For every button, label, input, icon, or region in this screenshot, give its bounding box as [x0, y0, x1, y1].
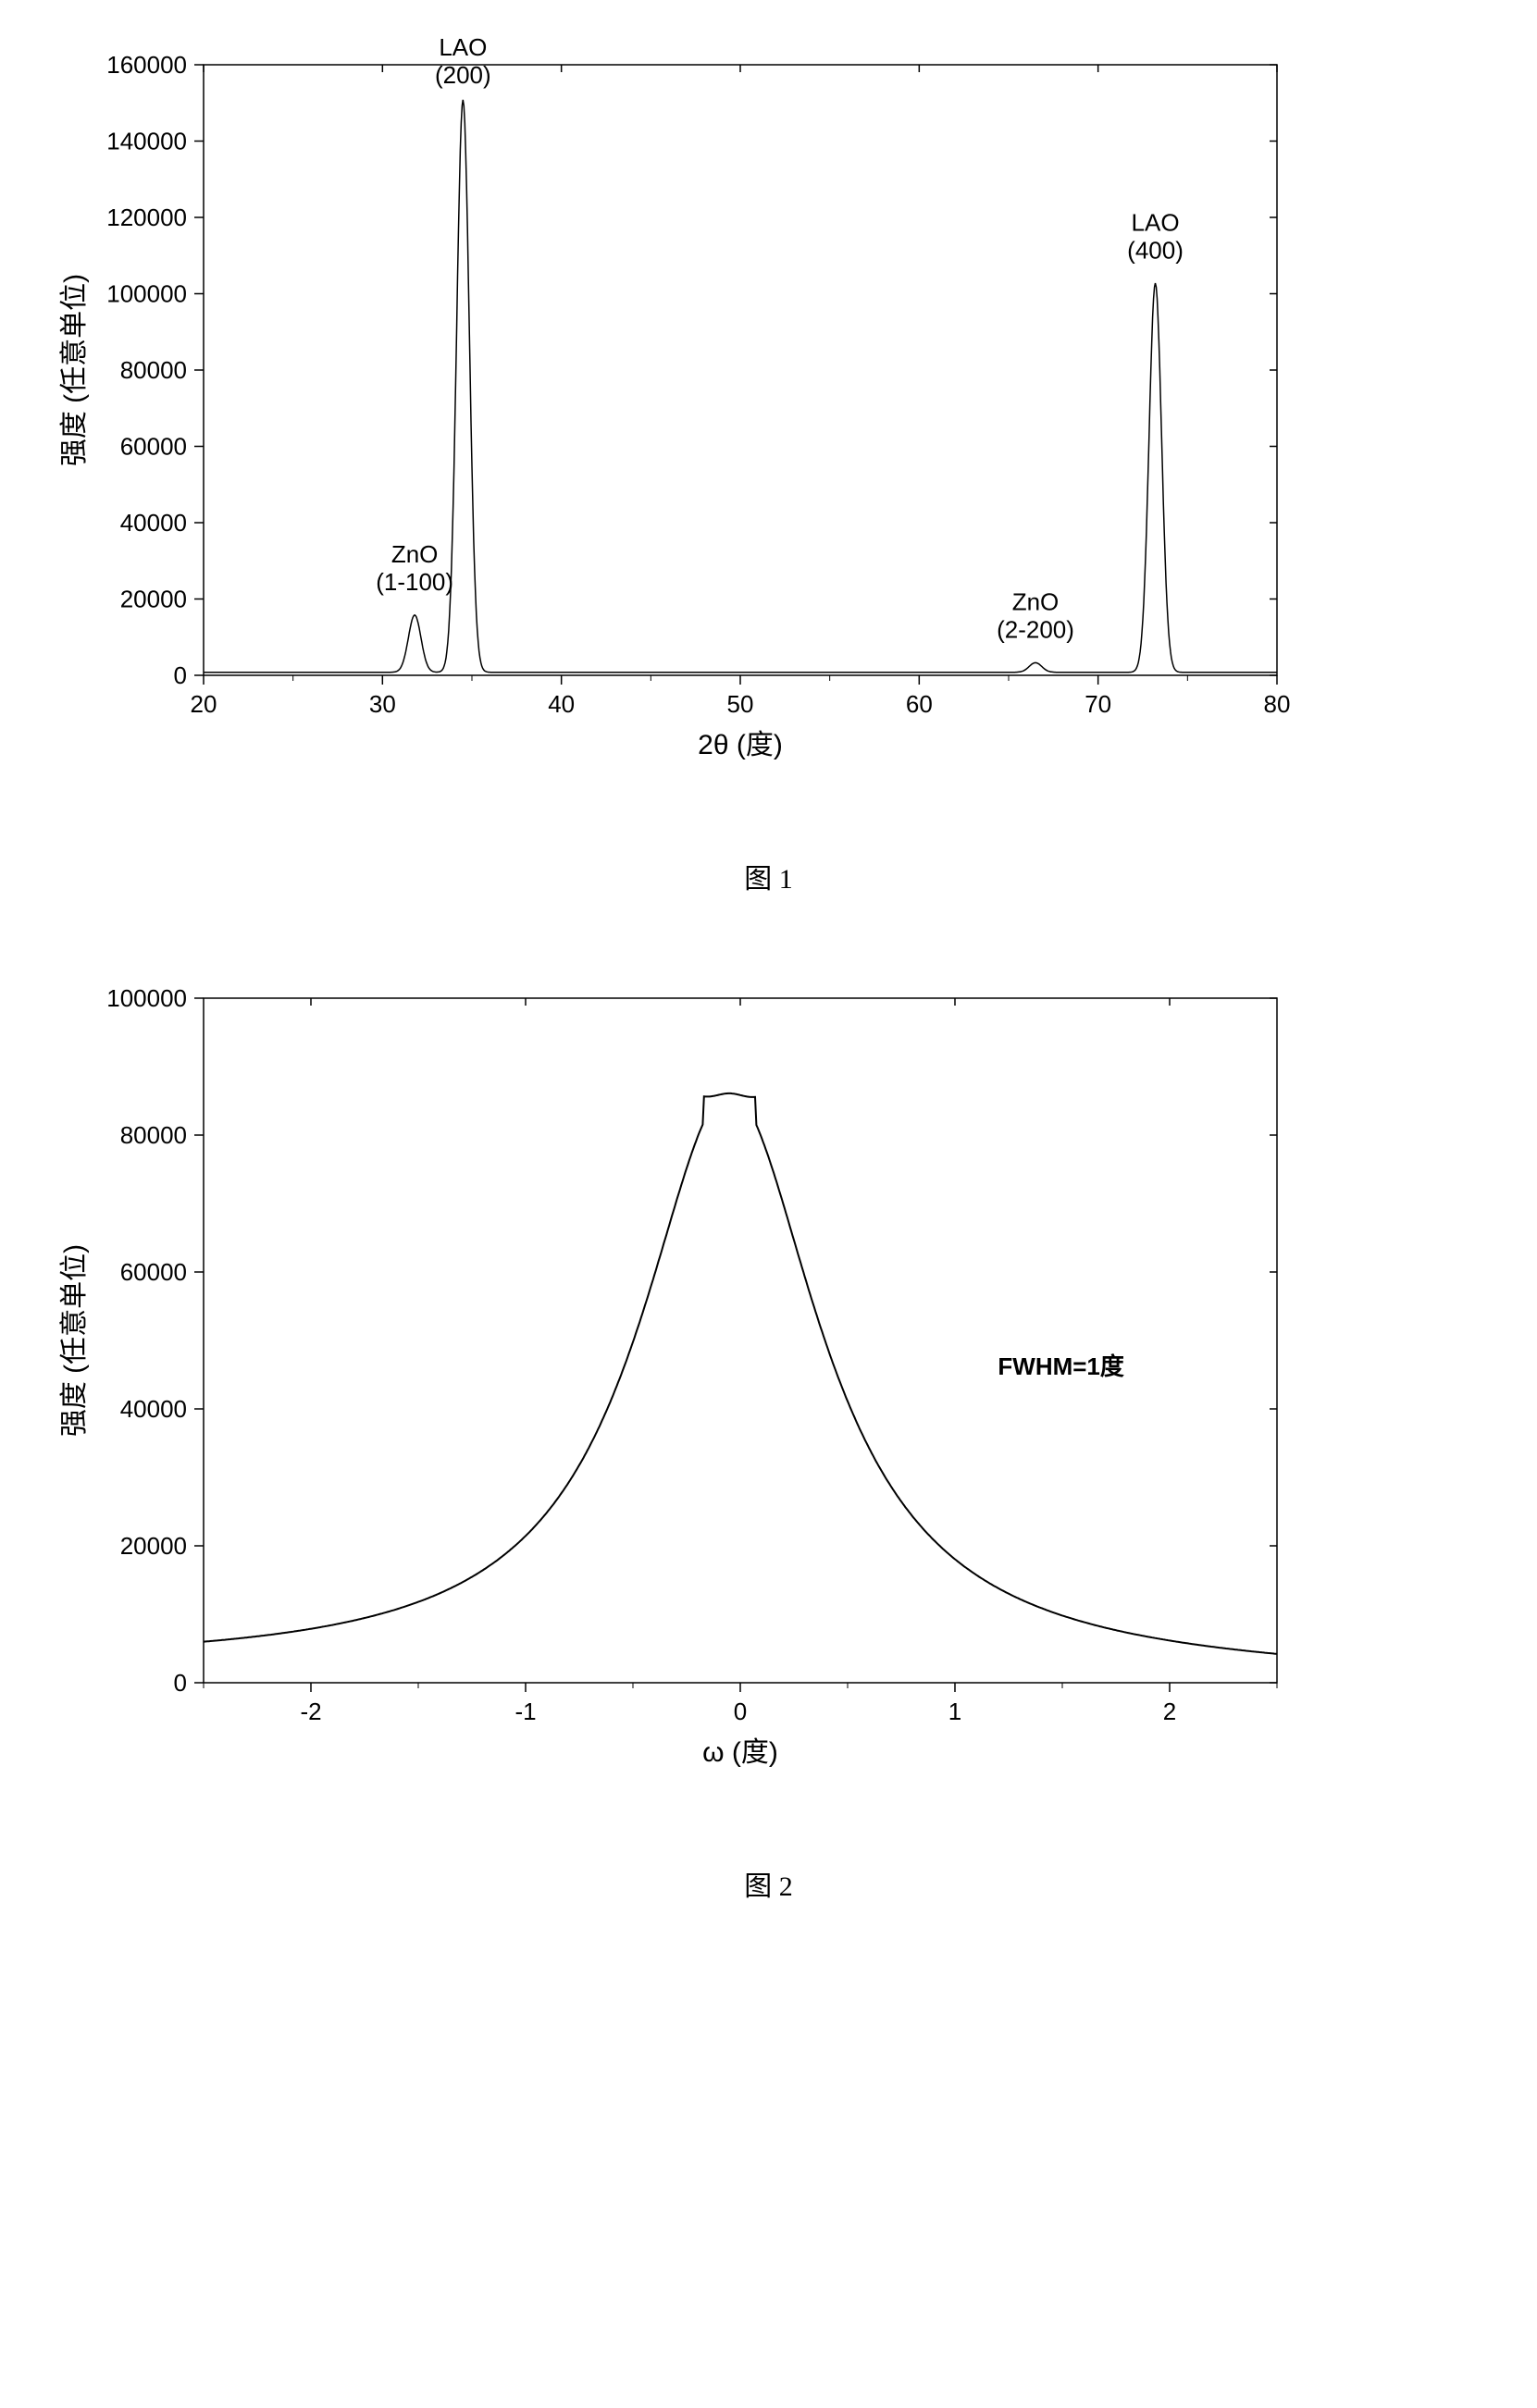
- svg-text:(400): (400): [1127, 236, 1184, 264]
- chart2-container: -2 -1 0 1 2 0 20000 40000 60000 80000 100000 ω (度) 强…: [37, 970, 1500, 1808]
- svg-text:160000: 160000: [106, 51, 187, 79]
- figure1-label: 图 1: [37, 856, 1500, 896]
- svg-text:强度 (任意单位): 强度 (任意单位): [59, 274, 90, 466]
- svg-text:20: 20: [191, 690, 217, 718]
- svg-text:(1-100): (1-100): [376, 568, 453, 596]
- svg-text:0: 0: [734, 1698, 747, 1725]
- svg-text:140000: 140000: [106, 128, 187, 155]
- svg-text:20000: 20000: [120, 1532, 187, 1560]
- svg-text:2: 2: [1163, 1698, 1176, 1725]
- svg-text:100000: 100000: [106, 280, 187, 308]
- svg-text:80000: 80000: [120, 356, 187, 384]
- svg-text:40: 40: [548, 690, 575, 718]
- svg-text:ω (度): ω (度): [702, 1737, 778, 1768]
- svg-text:(200): (200): [435, 61, 491, 89]
- svg-text:120000: 120000: [106, 204, 187, 231]
- figure2-label: 图 2: [37, 1863, 1500, 1904]
- svg-text:40000: 40000: [120, 509, 187, 537]
- svg-text:ZnO: ZnO: [1012, 588, 1060, 616]
- svg-text:(2-200): (2-200): [997, 616, 1074, 644]
- svg-text:0: 0: [174, 661, 187, 689]
- svg-text:70: 70: [1085, 690, 1111, 718]
- svg-text:60: 60: [906, 690, 933, 718]
- xrd-chart: 20 30 40 50 60 70 80 0 20000 40000 60000 80000 10000…: [37, 37, 1332, 796]
- svg-text:40000: 40000: [120, 1395, 187, 1423]
- svg-text:100000: 100000: [106, 984, 187, 1012]
- rocking-curve-chart: -2 -1 0 1 2 0 20000 40000 60000 80000 100000 ω (度) 强…: [37, 970, 1332, 1803]
- svg-text:0: 0: [174, 1669, 187, 1697]
- svg-text:ZnO: ZnO: [391, 540, 439, 568]
- svg-text:强度 (任意单位): 强度 (任意单位): [59, 1244, 90, 1437]
- svg-text:-1: -1: [514, 1698, 536, 1725]
- svg-text:60000: 60000: [120, 433, 187, 461]
- svg-text:30: 30: [369, 690, 396, 718]
- svg-text:LAO: LAO: [1132, 208, 1180, 236]
- svg-text:LAO: LAO: [439, 37, 487, 61]
- svg-text:60000: 60000: [120, 1258, 187, 1286]
- svg-text:FWHM=1度: FWHM=1度: [998, 1352, 1124, 1380]
- svg-text:50: 50: [727, 690, 754, 718]
- svg-text:80: 80: [1264, 690, 1291, 718]
- chart1-container: 20 30 40 50 60 70 80 0 20000 40000 60000 80000 10000…: [37, 37, 1500, 800]
- svg-text:1: 1: [948, 1698, 961, 1725]
- svg-text:2θ (度): 2θ (度): [698, 730, 783, 760]
- svg-text:-2: -2: [300, 1698, 321, 1725]
- svg-text:80000: 80000: [120, 1121, 187, 1149]
- svg-text:20000: 20000: [120, 586, 187, 613]
